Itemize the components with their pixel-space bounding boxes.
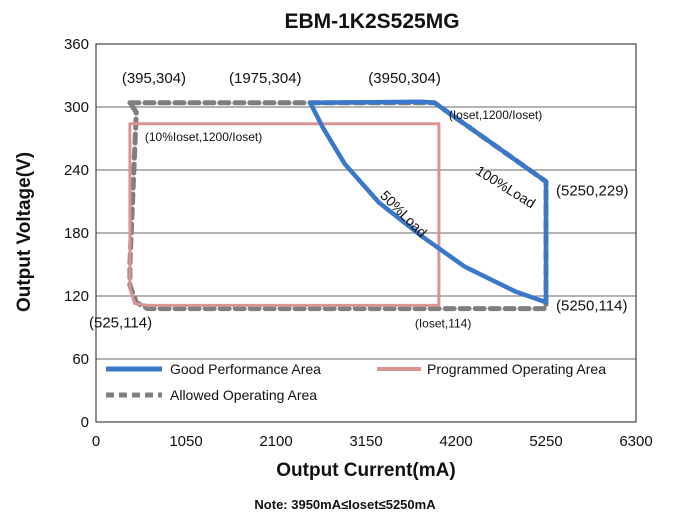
chart-title: EBM-1K2S525MG xyxy=(284,10,459,33)
point-annotation: (525,114) xyxy=(89,314,152,331)
series-line-programmed-operating-area xyxy=(128,122,441,307)
x-tick-label: 2100 xyxy=(259,433,292,450)
point-annotation: (395,304) xyxy=(122,70,186,87)
x-tick-label: 6300 xyxy=(619,433,652,450)
x-tick-label: 3150 xyxy=(349,433,382,450)
point-annotation: (10%Ioset,1200/Ioset) xyxy=(145,130,262,144)
x-axis-title: Output Current(mA) xyxy=(276,460,455,481)
y-tick-label: 60 xyxy=(72,351,89,368)
y-tick-label: 240 xyxy=(64,162,89,179)
legend-label-good-performance: Good Performance Area xyxy=(170,361,321,377)
y-tick-label: 120 xyxy=(64,288,89,305)
y-tick-labels: 0 60 120 180 240 300 360 xyxy=(64,36,89,431)
x-tick-label: 4200 xyxy=(439,433,472,450)
point-annotation: (1975,304) xyxy=(229,70,302,87)
legend-label-allowed-operating: Allowed Operating Area xyxy=(170,387,317,403)
series-line-good-performance-area xyxy=(308,99,549,305)
y-tick-label: 360 xyxy=(64,36,89,53)
point-annotation: (Ioset,1200/Ioset) xyxy=(449,108,542,122)
curve-label: 50%Load xyxy=(377,187,430,240)
point-annotation: (5250,114) xyxy=(556,297,627,314)
y-axis-title: Output Voltage(V) xyxy=(14,152,35,312)
y-tick-label: 300 xyxy=(64,99,89,116)
grid xyxy=(96,106,636,360)
y-tick-label: 0 xyxy=(81,414,89,431)
point-annotation: (3950,304) xyxy=(368,70,441,87)
x-tick-labels: 0 1050 2100 3150 4200 5250 6300 xyxy=(92,433,653,450)
plot-frame xyxy=(95,43,637,423)
series-group xyxy=(127,99,549,312)
point-annotation: (Ioset,114) xyxy=(415,316,471,330)
point-annotation: (5250,229) xyxy=(556,183,629,200)
x-tick-label: 5250 xyxy=(529,433,562,450)
legend: Good Performance Area Programmed Operati… xyxy=(106,361,606,403)
x-tick-label: 1050 xyxy=(169,433,202,450)
y-tick-label: 180 xyxy=(64,225,89,242)
footnote: Note: 3950mA≤Ioset≤5250mA xyxy=(254,497,436,512)
legend-label-programmed-operating: Programmed Operating Area xyxy=(427,361,606,377)
x-tick-label: 0 xyxy=(92,433,100,450)
